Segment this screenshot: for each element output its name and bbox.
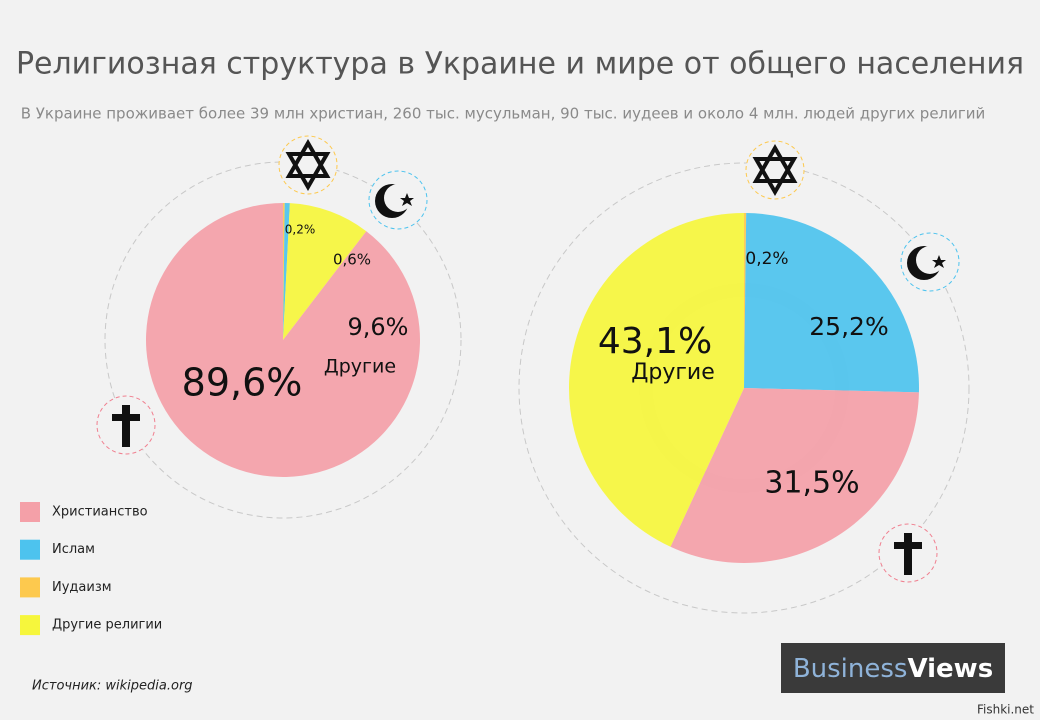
value-label: 43,1% [598, 321, 712, 362]
annotation: Другие [324, 356, 396, 378]
outer-ring [104, 161, 462, 519]
value-label: 9,6% [348, 313, 409, 341]
title: Религиозная структура в Украине и мире о… [16, 47, 1024, 82]
brand: BusinessViews [793, 654, 993, 684]
christianity-icon [878, 523, 938, 583]
watermark: Fishki.net [977, 703, 1034, 717]
christianity-icon [96, 395, 156, 455]
pie-slice [283, 203, 290, 340]
legend-swatch [20, 615, 40, 636]
islam-icon [368, 170, 428, 230]
brand-box [781, 643, 1005, 693]
islam-icon [900, 232, 960, 292]
judaism-icon [745, 140, 805, 200]
value-label: 25,2% [809, 312, 888, 341]
value-label: 0,2% [745, 249, 788, 269]
legend-label: Ислам [52, 542, 95, 557]
legend-swatch [20, 502, 40, 522]
pie-slice [744, 213, 747, 388]
value-label: 0,2% [285, 223, 316, 237]
outer-ring [518, 162, 970, 614]
brand-part: Views [907, 654, 993, 684]
brand-part: Business [793, 654, 908, 684]
source: Источник: wikipedia.org [32, 679, 193, 694]
annotation: Другие [631, 360, 715, 385]
pie-slice [283, 203, 285, 340]
legend: Христианство Ислам Иудаизм Другие религии [20, 502, 162, 636]
legend-label: Другие религии [52, 618, 162, 633]
pies: 0,2% 0,6% 9,6% 89,6% Другие 0,2% 25,2% 31,5% 43,… [145, 203, 920, 563]
subtitle: В Украине проживает более 39 млн христиа… [21, 105, 986, 123]
pie-slice [670, 388, 919, 563]
pie-slice [145, 203, 420, 478]
legend-label: Иудаизм [52, 580, 112, 595]
legend-swatch [20, 577, 40, 598]
value-label: 0,6% [333, 251, 371, 269]
legend-label: Христианство [52, 505, 148, 520]
value-label: 31,5% [764, 466, 859, 501]
pie-slice [283, 203, 367, 340]
judaism-icon [278, 135, 338, 195]
pie-slice [569, 213, 744, 547]
pie-slice [744, 213, 920, 393]
value-label: 89,6% [182, 361, 303, 405]
legend-swatch [20, 539, 40, 560]
